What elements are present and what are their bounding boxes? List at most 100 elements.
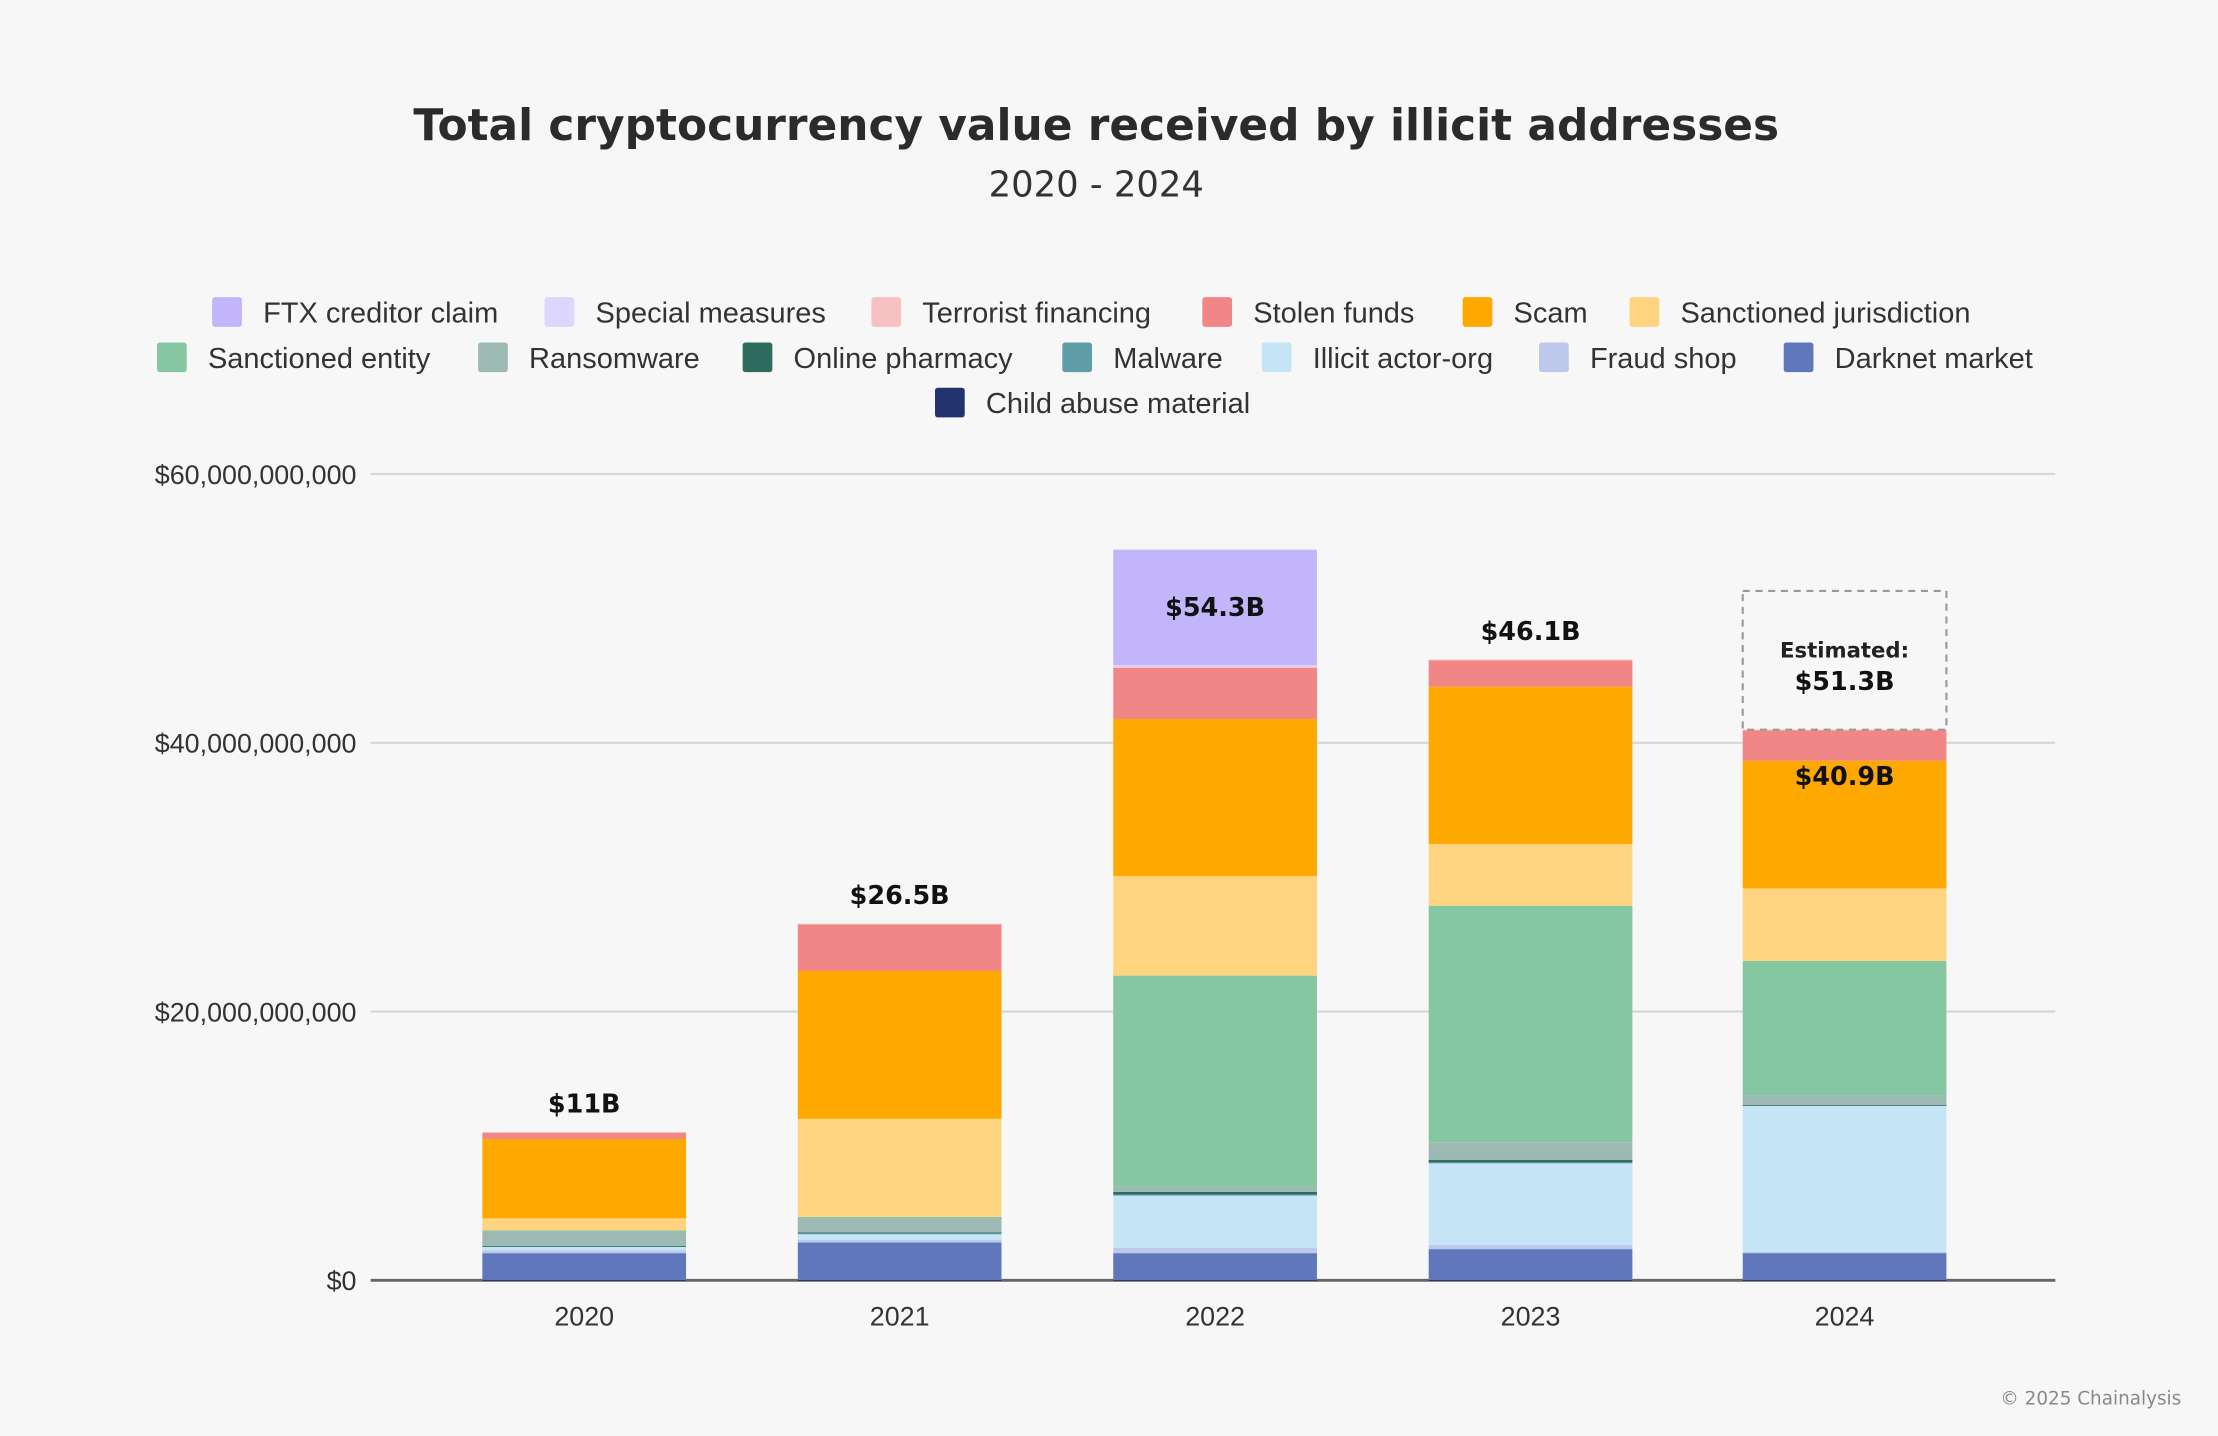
bar-segment [1113, 666, 1317, 668]
legend-label: Ransomware [529, 343, 700, 375]
bar-segment [1428, 1245, 1633, 1250]
chart-title: Total cryptocurrency value received by i… [413, 100, 1779, 151]
bar-segment [1113, 1191, 1317, 1195]
bar-segment [1742, 729, 1947, 761]
bar-segment [797, 1118, 1002, 1217]
legend-item: Malware [1062, 342, 1223, 375]
legend-item: Scam [1462, 297, 1588, 330]
y-tick-label: $60,000,000,000 [155, 460, 357, 490]
bar-2022 [1113, 549, 1317, 1281]
bar-segment [797, 1234, 1002, 1240]
legend-item: Child abuse material [935, 387, 1250, 420]
bar-segment [1428, 905, 1633, 1143]
estimate-box [1741, 589, 1948, 731]
bar-segment [1113, 876, 1317, 976]
bar-segment [1742, 1280, 1947, 1281]
data-labels: 2020 $11B 2021 $26.5B 2022 $54.3B 2023 $46.1B 20… [548, 589, 1948, 1332]
legend-label: Stolen funds [1253, 298, 1414, 330]
bar-segment [482, 1253, 687, 1281]
legend-label: Child abuse material [986, 388, 1250, 420]
bar-segment [797, 970, 1002, 1119]
bar-segment [1428, 1162, 1633, 1164]
legend-swatch [1629, 297, 1660, 327]
bar-segment [797, 1232, 1002, 1235]
bar-segment [1742, 1095, 1947, 1105]
legend-swatch [1261, 342, 1292, 373]
bar-segment [1428, 659, 1633, 687]
y-tick-label: $20,000,000,000 [155, 997, 357, 1027]
bar-segment [797, 1242, 1002, 1281]
bar-segment [482, 1280, 687, 1281]
legend-label: Illicit actor-org [1313, 343, 1493, 375]
bar-segment [1742, 1105, 1947, 1252]
legend-swatch [157, 342, 187, 373]
bar-segment [482, 1246, 687, 1251]
bar-segment [1113, 665, 1317, 667]
bar-segment [1428, 1159, 1633, 1163]
bar-segment [1742, 960, 1947, 1096]
bar-segment [482, 1132, 687, 1134]
legend: FTX creditor claim Special measures Terror… [157, 297, 2033, 420]
bar-segment [1428, 659, 1633, 661]
bar-segment [482, 1230, 687, 1232]
bar-2024 [1742, 729, 1947, 1281]
x-tick-label: 2024 [1815, 1302, 1875, 1332]
legend-label: Scam [1514, 298, 1588, 330]
bar-segment [1742, 1251, 1947, 1254]
bar-segment [797, 923, 1002, 925]
bar-segment [1428, 1249, 1633, 1281]
legend-label: Terrorist financing [922, 298, 1151, 330]
legend-item: Ransomware [478, 342, 700, 375]
total-label: $46.1B [1481, 617, 1581, 647]
bar-segment [482, 1139, 687, 1219]
bar-segment [797, 1239, 1002, 1243]
legend-swatch [212, 297, 242, 327]
x-tick-label: 2021 [870, 1302, 930, 1332]
bar-segment [797, 1232, 1002, 1234]
bar-segment [1428, 686, 1633, 844]
bar-segment [1742, 1253, 1947, 1281]
legend-item: Darknet market [1783, 342, 2033, 375]
legend-label: Sanctioned jurisdiction [1680, 298, 1970, 330]
bars [482, 549, 1947, 1281]
bar-segment [1428, 1142, 1633, 1160]
copyright-footer: © 2025 Chainalysis [2000, 1389, 2181, 1410]
legend-swatch [544, 297, 575, 327]
bar-2020 [482, 1132, 687, 1281]
x-tick-label: 2020 [554, 1302, 614, 1332]
legend-swatch [1462, 297, 1493, 327]
estimate-value: $51.3B [1795, 667, 1895, 697]
legend-item: Terrorist financing [871, 297, 1151, 330]
bar-segment [482, 1250, 687, 1254]
bar-segment [1113, 1186, 1317, 1192]
bar-segment [1113, 1253, 1317, 1281]
bar-segment [1428, 843, 1633, 906]
legend-label: Darknet market [1835, 343, 2033, 375]
legend-item: Sanctioned jurisdiction [1629, 297, 1970, 330]
legend-swatch [1062, 342, 1093, 373]
legend-swatch [1539, 342, 1569, 373]
legend-swatch [742, 342, 773, 373]
y-tick-label: $40,000,000,000 [155, 729, 357, 759]
legend-item: Special measures [544, 297, 826, 330]
y-tick-label: $0 [327, 1266, 357, 1296]
legend-swatch [478, 342, 508, 373]
bar-segment [1113, 549, 1317, 666]
bar-segment [482, 1245, 687, 1247]
bar-segment [1742, 888, 1947, 961]
bar-segment [797, 923, 1002, 971]
legend-label: FTX creditor claim [263, 298, 498, 330]
bar-segment [1428, 1163, 1633, 1246]
legend-swatch [1783, 342, 1814, 373]
bar-segment [797, 1280, 1002, 1281]
bar-segment [797, 1216, 1002, 1218]
legend-label: Fraud shop [1590, 343, 1737, 375]
legend-label: Malware [1113, 343, 1223, 375]
legend-item: Fraud shop [1539, 342, 1737, 375]
bar-segment [1113, 1280, 1317, 1281]
total-label: $54.3B [1165, 593, 1265, 623]
bar-segment [482, 1218, 687, 1231]
bar-segment [1742, 729, 1947, 731]
chart-subtitle: 2020 - 2024 [989, 165, 1204, 206]
